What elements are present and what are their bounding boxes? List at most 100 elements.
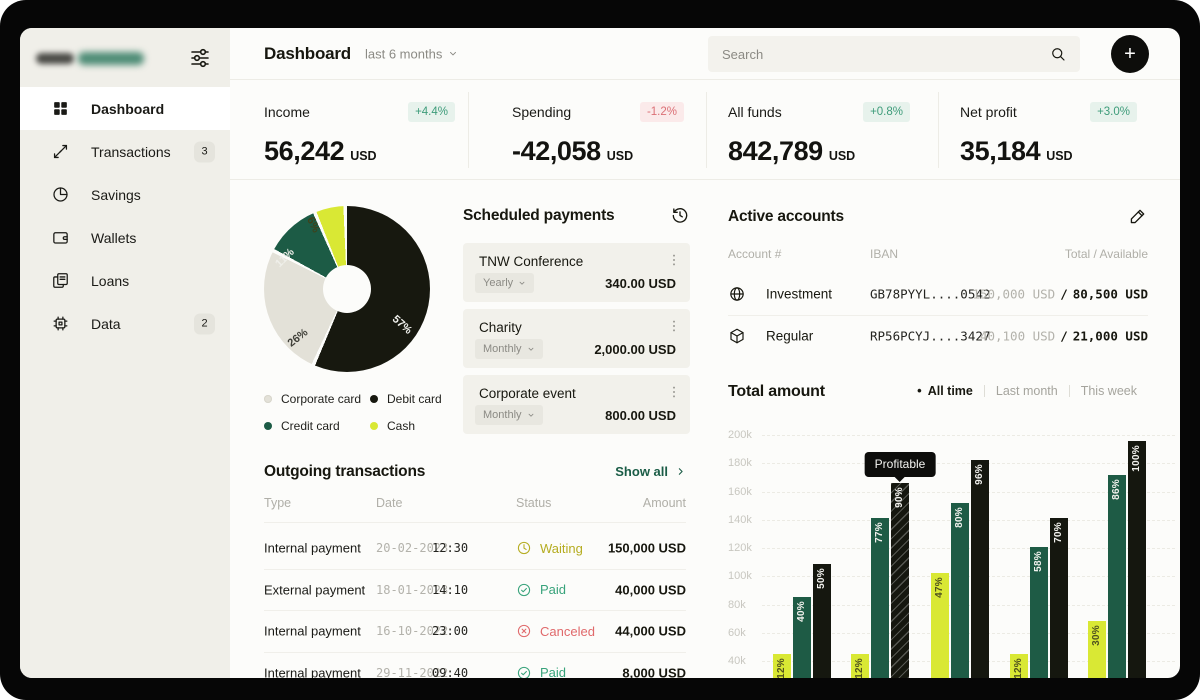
bar-percent-label: 12%: [854, 657, 865, 678]
settings-sliders-icon[interactable]: [188, 46, 212, 70]
donut-hole: [323, 265, 371, 313]
transaction-row[interactable]: Internal payment 16-10-2022 23:00 Canceled 4…: [264, 614, 686, 648]
y-axis-tick: 80k: [728, 598, 746, 611]
bar-12%[interactable]: [773, 653, 791, 678]
sidebar-item-data[interactable]: Data 2: [20, 302, 230, 345]
transaction-row[interactable]: Internal payment 20-02-2023 12:30 Waiting 15…: [264, 531, 686, 565]
stat-currency: USD: [606, 149, 634, 163]
bar-12%[interactable]: [851, 653, 869, 678]
chevron-right-icon: [675, 466, 686, 477]
stat-delta-badge: +3.0%: [1090, 102, 1137, 122]
transaction-row[interactable]: Internal payment 29-11-2022 09:40 Paid 8,000…: [264, 656, 686, 679]
payment-amount: 2,000.00 USD: [594, 341, 676, 357]
bar-40%[interactable]: [793, 597, 811, 678]
period-dropdown[interactable]: last 6 months: [365, 46, 458, 61]
y-axis-tick: 200k: [728, 429, 752, 441]
package-icon: [728, 327, 746, 345]
bar-77%[interactable]: [871, 518, 889, 678]
tab-last-month[interactable]: Last month: [995, 384, 1058, 398]
sidebar-item-dashboard[interactable]: Dashboard: [20, 87, 230, 130]
sidebar-item-savings[interactable]: Savings: [20, 173, 230, 216]
bar-70%[interactable]: [1050, 518, 1068, 678]
acc-header-account: Account #: [728, 247, 782, 261]
documents-icon: [51, 271, 70, 290]
history-icon[interactable]: [670, 205, 690, 225]
payment-amount: 340.00 USD: [605, 275, 676, 291]
frequency-dropdown[interactable]: Monthly: [475, 405, 543, 425]
edit-pencil-icon[interactable]: [1128, 206, 1148, 226]
gridline: [762, 435, 1175, 436]
scheduled-payment-card[interactable]: Corporate event Monthly 800.00 USD: [463, 375, 690, 434]
transaction-row[interactable]: External payment 18-01-2023 14:10 Paid 40,00…: [264, 573, 686, 607]
sidebar: Dashboard Transactions 3 Savings Wallets Loan…: [20, 28, 230, 678]
transfer-arrows-icon: [51, 142, 70, 161]
bar-90%[interactable]: [891, 483, 909, 678]
scheduled-payment-card[interactable]: TNW Conference Yearly 340.00 USD: [463, 243, 690, 302]
chart-tooltip: Profitable: [864, 452, 936, 478]
donut-slice-label: 6%: [304, 215, 322, 235]
account-name: Regular: [766, 328, 814, 344]
bar-50%[interactable]: [813, 563, 831, 678]
acc-header-iban: IBAN: [870, 247, 899, 261]
stat-card-income: Income +4.4% 56,242 USD: [264, 80, 455, 179]
grid-icon: [51, 99, 70, 118]
account-row[interactable]: Regular RP56PCYJ....3427 40,100 USD/21,000…: [728, 320, 1148, 352]
stat-delta-badge: -1.2%: [639, 102, 684, 122]
search-icon[interactable]: [1049, 45, 1067, 63]
total-amount-title: Total amount: [728, 383, 825, 400]
x-circle-icon: [516, 623, 532, 639]
add-button[interactable]: +: [1111, 35, 1149, 73]
tx-type: Internal payment: [264, 540, 361, 556]
account-available: 80,500 USD: [1072, 286, 1148, 302]
stat-label: Income: [264, 104, 310, 120]
bar-80%[interactable]: [951, 502, 969, 678]
gridline: [762, 463, 1175, 465]
scheduled-payment-card[interactable]: Charity Monthly 2,000.00 USD: [463, 309, 690, 368]
bar-30%[interactable]: [1088, 621, 1106, 678]
tx-status: Canceled: [516, 623, 595, 639]
y-axis-tick: 160k: [728, 485, 752, 498]
y-axis-tick: 120k: [728, 542, 752, 554]
check-circle-icon: [516, 582, 532, 598]
sidebar-item-loans[interactable]: Loans: [20, 259, 230, 302]
kebab-menu-icon[interactable]: [666, 318, 682, 334]
sidebar-item-wallets[interactable]: Wallets: [20, 216, 230, 259]
sidebar-header: [20, 28, 230, 87]
frequency-dropdown[interactable]: Monthly: [475, 339, 543, 359]
payment-name: TNW Conference: [479, 254, 584, 269]
tab-all-time[interactable]: • All time: [917, 383, 973, 398]
wallet-icon: [51, 228, 70, 247]
account-available: 21,000 USD: [1072, 328, 1148, 344]
tx-date: 16-10-2022: [376, 624, 449, 638]
bar-86%[interactable]: [1108, 474, 1126, 678]
tx-amount: 40,000 USD: [615, 582, 686, 597]
tx-time: 09:40: [432, 665, 469, 679]
legend-item-corporate-card: Corporate card: [264, 390, 361, 408]
legend-dot: [264, 422, 272, 430]
tx-status-label: Paid: [540, 582, 567, 597]
show-all-button[interactable]: Show all: [615, 464, 686, 479]
account-row[interactable]: Investment GB78PYYL....0542 150,000 USD/80…: [728, 278, 1148, 310]
legend-item-debit-card: Debit card: [370, 390, 442, 408]
frequency-dropdown[interactable]: Yearly: [475, 273, 535, 293]
donut-slice-label: 11%: [273, 246, 297, 270]
bar-100%[interactable]: [1128, 440, 1146, 678]
bar-12%[interactable]: [1010, 653, 1028, 678]
bar-58%[interactable]: [1030, 546, 1048, 678]
sidebar-item-transactions[interactable]: Transactions 3: [20, 130, 230, 173]
account-iban: GB78PYYL....0542: [870, 286, 991, 302]
bar-47%[interactable]: [931, 573, 949, 678]
chevron-down-icon: [527, 411, 535, 419]
donut-slice-label: 57%: [389, 313, 415, 337]
tab-this-week[interactable]: This week: [1080, 384, 1137, 398]
search-box[interactable]: [708, 36, 1080, 72]
tx-time: 23:00: [432, 624, 469, 638]
bar-96%[interactable]: [971, 460, 989, 678]
account-iban: RP56PCYJ....3427: [870, 328, 991, 344]
account-total: 40,100 USD: [979, 328, 1056, 344]
kebab-menu-icon[interactable]: [666, 252, 682, 268]
search-input[interactable]: [708, 46, 1049, 62]
kebab-menu-icon[interactable]: [666, 384, 682, 400]
sidebar-item-label: Savings: [91, 186, 141, 203]
stat-delta-badge: +0.8%: [863, 102, 910, 122]
